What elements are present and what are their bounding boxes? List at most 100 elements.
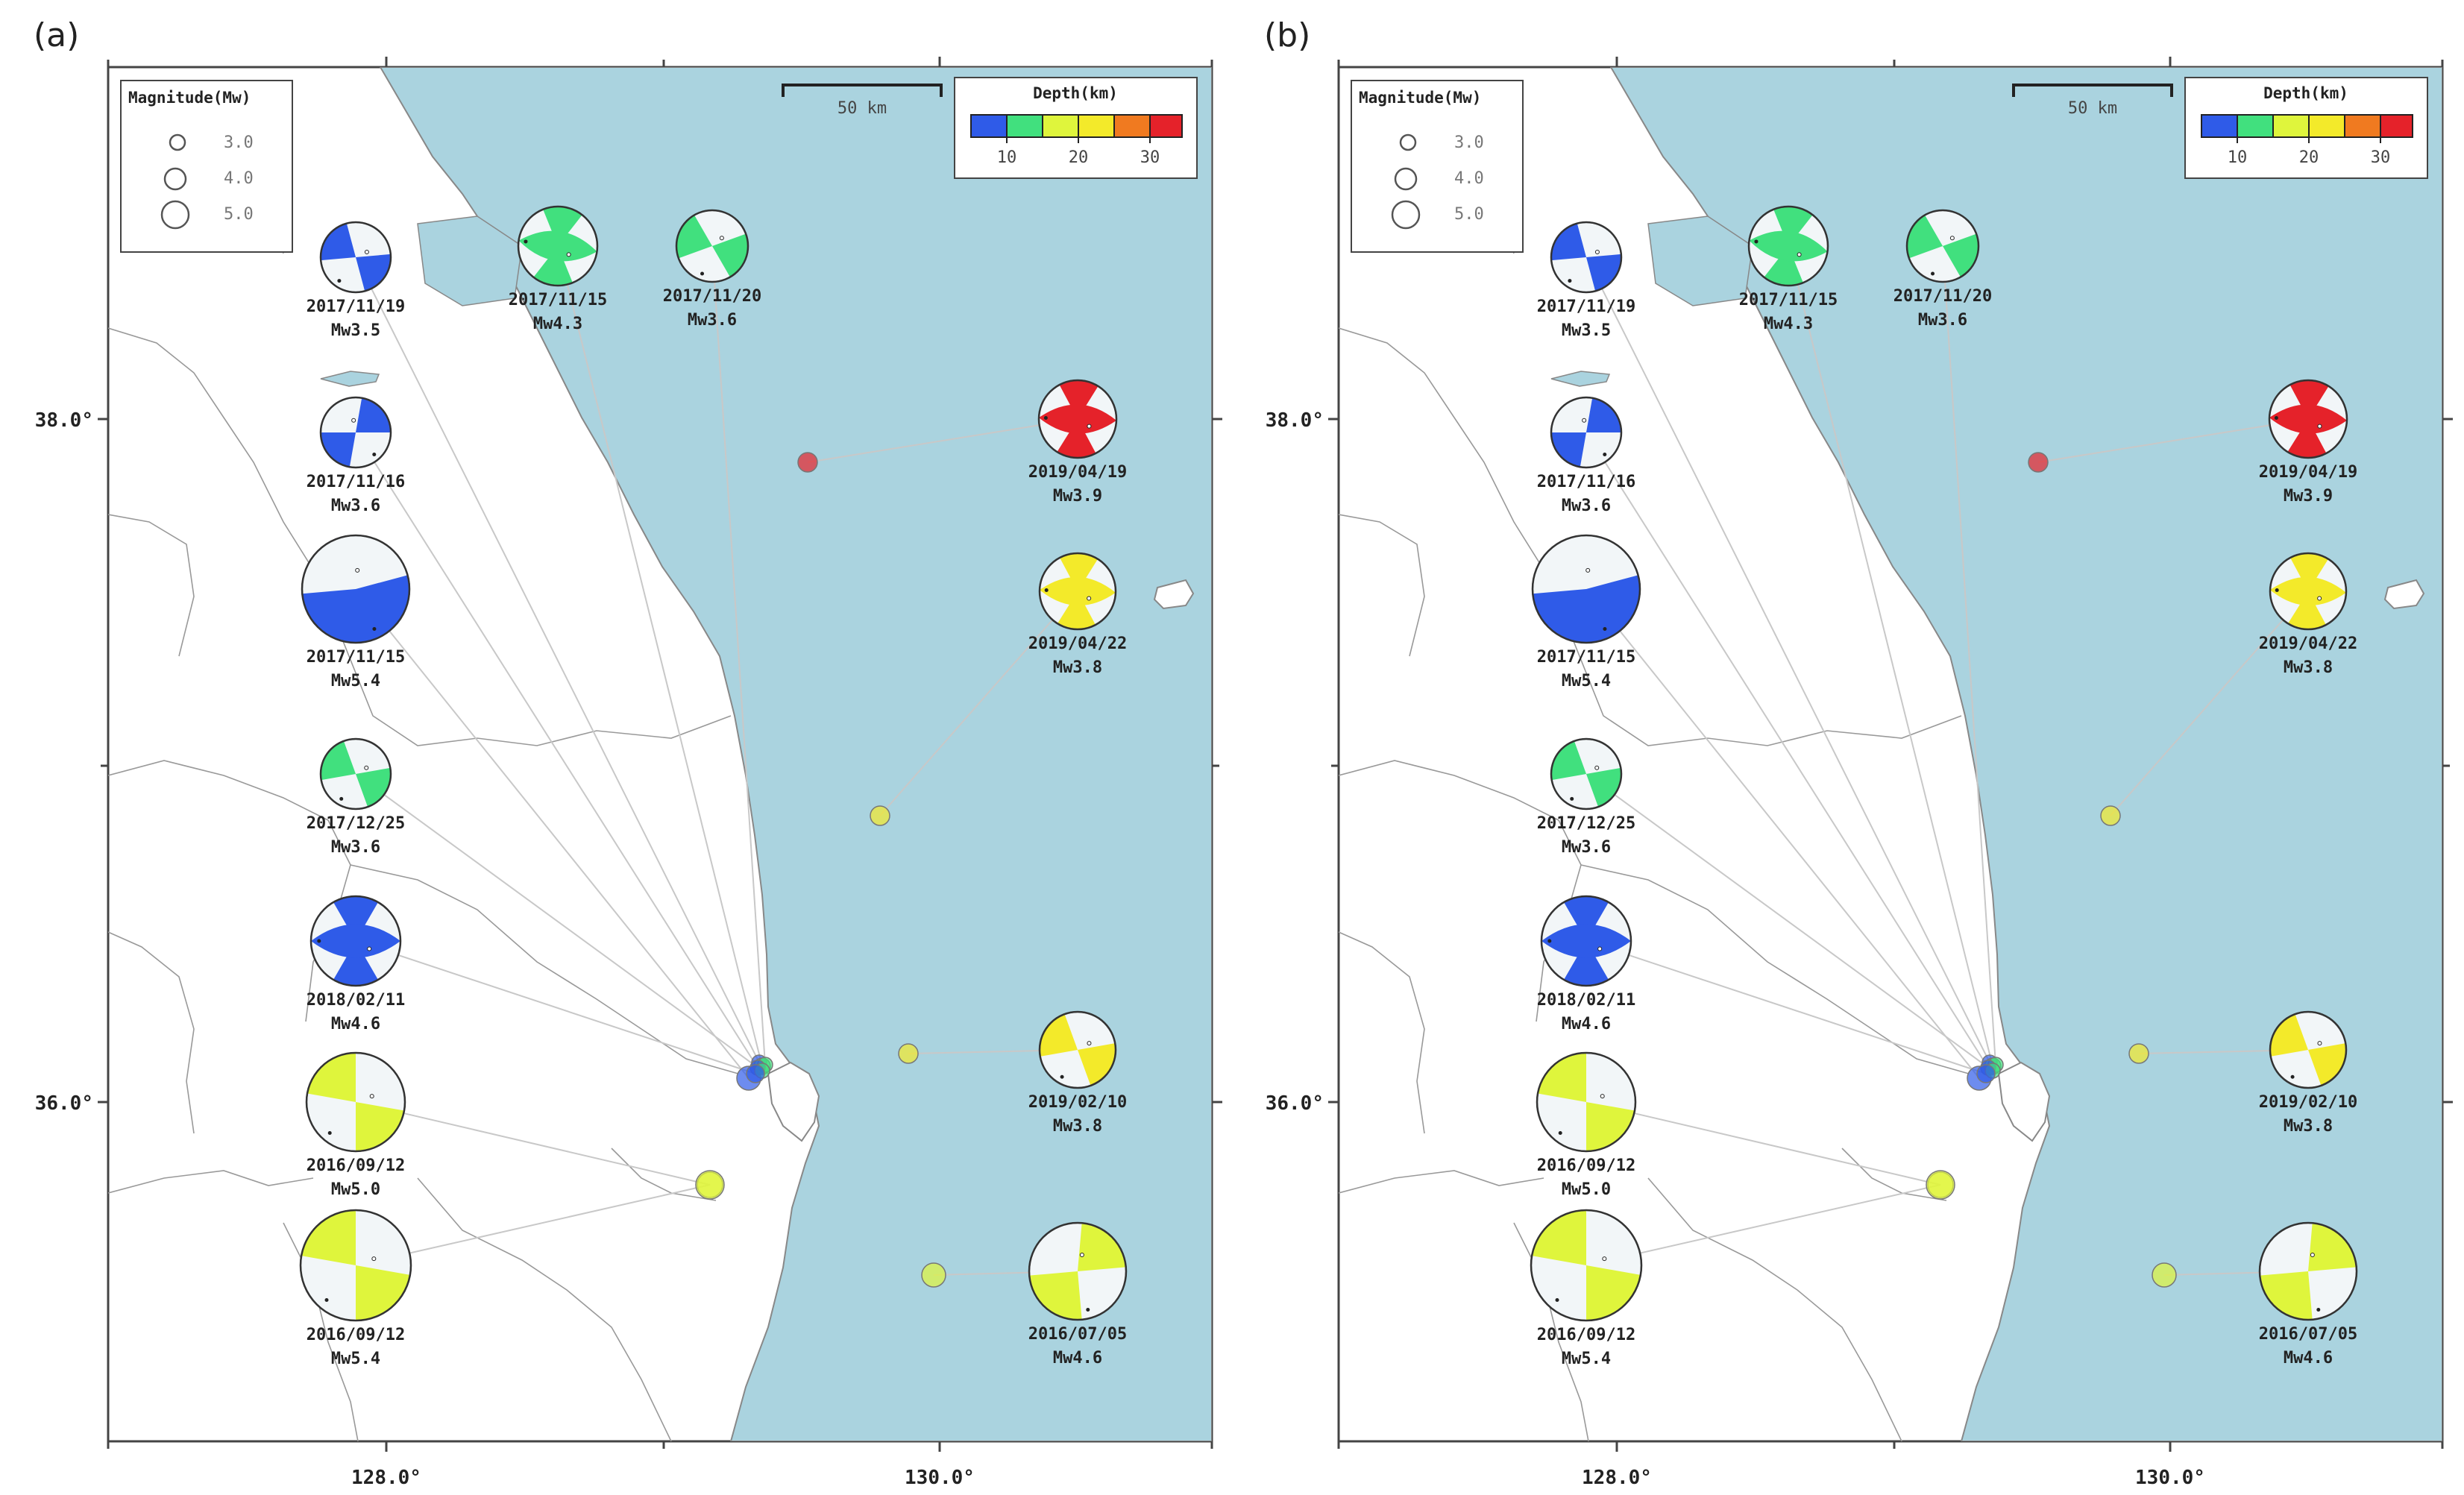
focal-mechanism-beachball <box>305 1051 406 1153</box>
focal-mechanism-beachball <box>1038 552 1117 631</box>
focal-mechanism-beachball <box>2268 379 2348 459</box>
magnitude-legend-title: Magnitude(Mw) <box>128 89 251 107</box>
event-date-label: 2017/11/15 <box>1537 648 1635 667</box>
magnitude-legend-b: Magnitude(Mw) 3.0 4.0 5.0 <box>1351 80 1524 253</box>
epicenter-marker <box>797 452 818 473</box>
leader-line <box>1585 940 1987 1074</box>
epicenters-b <box>1926 452 2177 1288</box>
focal-mechanism-beachball <box>1550 396 1623 469</box>
event-magnitude-label: Mw5.4 <box>1562 672 1611 690</box>
event-date-label: 2017/11/15 <box>509 291 607 309</box>
island-a <box>1153 579 1195 610</box>
x-tick-label-128: 128.0° <box>1582 1467 1652 1489</box>
leader-line <box>1585 588 1980 1079</box>
event-date-label: 2018/02/11 <box>307 991 405 1010</box>
event-date-label: 2017/11/15 <box>307 648 405 667</box>
leader-line <box>711 245 766 1066</box>
magnitude-legend-entry: 4.0 <box>1454 169 1484 188</box>
depth-tick-label: 20 <box>1069 148 1089 167</box>
event-magnitude-label: Mw3.8 <box>1053 658 1102 677</box>
depth-legend-title: Depth(km) <box>1033 84 1118 102</box>
event-magnitude-label: Mw3.6 <box>1918 311 1967 330</box>
focal-mechanism-beachball <box>2258 1221 2358 1321</box>
scale-bar-a: 50 km <box>782 84 943 118</box>
leader-line <box>1585 773 1993 1071</box>
peninsula-b <box>1997 1061 2051 1142</box>
focal-mechanism-beachball <box>2269 552 2348 631</box>
focal-mechanism-beachball <box>319 737 392 811</box>
axis-ticks-b <box>1328 57 2453 1452</box>
map-body-b <box>1339 67 2442 1441</box>
event-magnitude-label: Mw5.0 <box>331 1180 380 1199</box>
magnitude-legend-entry: 3.0 <box>1454 133 1484 152</box>
peninsula-a <box>767 1061 820 1142</box>
leader-line <box>2037 418 2309 463</box>
depth-legend-b: Depth(km) 10 20 30 <box>2184 77 2428 179</box>
event-magnitude-label: Mw3.6 <box>688 311 737 330</box>
event-magnitude-label: Mw3.5 <box>1562 321 1611 340</box>
epicenter-marker <box>2028 452 2049 473</box>
x-tick-label-130: 130.0° <box>905 1467 975 1489</box>
focal-mechanism-beachball <box>319 221 392 294</box>
depth-tick-label: 10 <box>997 148 1017 167</box>
event-date-label: 2018/02/11 <box>1537 991 1635 1010</box>
x-tick-label-130: 130.0° <box>2135 1467 2205 1489</box>
event-date-label: 2017/11/16 <box>1537 473 1635 491</box>
magnitude-legend-entry: 5.0 <box>224 205 254 224</box>
event-magnitude-label: Mw3.8 <box>1053 1117 1102 1136</box>
event-magnitude-label: Mw5.0 <box>1562 1180 1611 1199</box>
axis-ticks-a <box>98 57 1222 1452</box>
focal-mechanism-beachball <box>1550 221 1623 294</box>
depth-colorbar <box>970 114 1183 138</box>
event-magnitude-label: Mw3.9 <box>2284 487 2333 506</box>
depth-tick-label: 20 <box>2299 148 2319 167</box>
event-date-label: 2017/11/19 <box>307 298 405 316</box>
event-date-label: 2016/07/05 <box>2259 1325 2357 1344</box>
x-tick-label-128: 128.0° <box>351 1467 421 1489</box>
event-magnitude-label: Mw4.6 <box>2284 1349 2333 1367</box>
leader-line <box>355 588 749 1079</box>
event-magnitude-label: Mw4.6 <box>331 1015 380 1033</box>
event-magnitude-label: Mw4.6 <box>1053 1349 1102 1367</box>
event-magnitude-label: Mw3.6 <box>1562 497 1611 515</box>
beachballs-b: 2017/11/19 Mw3.5 2017/11/15 Mw4.3 2017/11/20… <box>1530 205 2358 1368</box>
depth-tick-label: 30 <box>2371 148 2391 167</box>
axis-labels-a: 38.0° 36.0° 128.0° 130.0° <box>35 409 975 1489</box>
focal-mechanism-beachball <box>517 205 599 287</box>
focal-mechanism-beachball <box>1540 895 1632 987</box>
bay-b <box>1647 215 1753 306</box>
event-magnitude-label: Mw5.4 <box>331 1350 380 1368</box>
epicenter-marker <box>695 1170 725 1200</box>
focal-mechanism-beachball <box>1037 379 1118 459</box>
depth-legend-title: Depth(km) <box>2263 84 2348 102</box>
event-date-label: 2019/04/19 <box>1028 463 1127 482</box>
island-b <box>2383 579 2425 610</box>
event-magnitude-label: Mw4.3 <box>1764 315 1813 333</box>
epicenter-marker <box>870 805 890 826</box>
event-magnitude-label: Mw5.4 <box>1562 1350 1611 1368</box>
event-date-label: 2017/11/16 <box>307 473 405 491</box>
focal-mechanism-beachball <box>1038 1010 1117 1089</box>
event-magnitude-label: Mw4.6 <box>1562 1015 1611 1033</box>
bay-a <box>417 215 523 306</box>
event-magnitude-label: Mw4.3 <box>533 315 582 333</box>
focal-mechanism-beachball <box>675 209 749 283</box>
y-tick-label-38: 38.0° <box>35 409 93 432</box>
y-tick-label-36: 36.0° <box>1266 1092 1324 1115</box>
focal-mechanism-beachball <box>309 895 402 987</box>
panel-a-label: (a) <box>34 16 79 54</box>
event-magnitude-label: Mw3.8 <box>2284 658 2333 677</box>
depth-colorbar <box>2201 114 2413 138</box>
focal-mechanism-beachball <box>2269 1010 2348 1089</box>
event-date-label: 2016/09/12 <box>307 1326 405 1344</box>
leader-line <box>879 591 1078 816</box>
lake-a <box>320 371 380 387</box>
beachballs-a: 2017/11/19 Mw3.5 2017/11/15 Mw4.3 2017/11/20… <box>299 205 1128 1368</box>
event-magnitude-label: Mw3.6 <box>1562 838 1611 857</box>
event-date-label: 2017/12/25 <box>307 814 405 833</box>
lake-b <box>1550 371 1611 387</box>
depth-tick-label: 30 <box>1140 148 1160 167</box>
event-date-label: 2017/11/20 <box>1893 287 1992 306</box>
leader-line <box>1942 245 1996 1066</box>
